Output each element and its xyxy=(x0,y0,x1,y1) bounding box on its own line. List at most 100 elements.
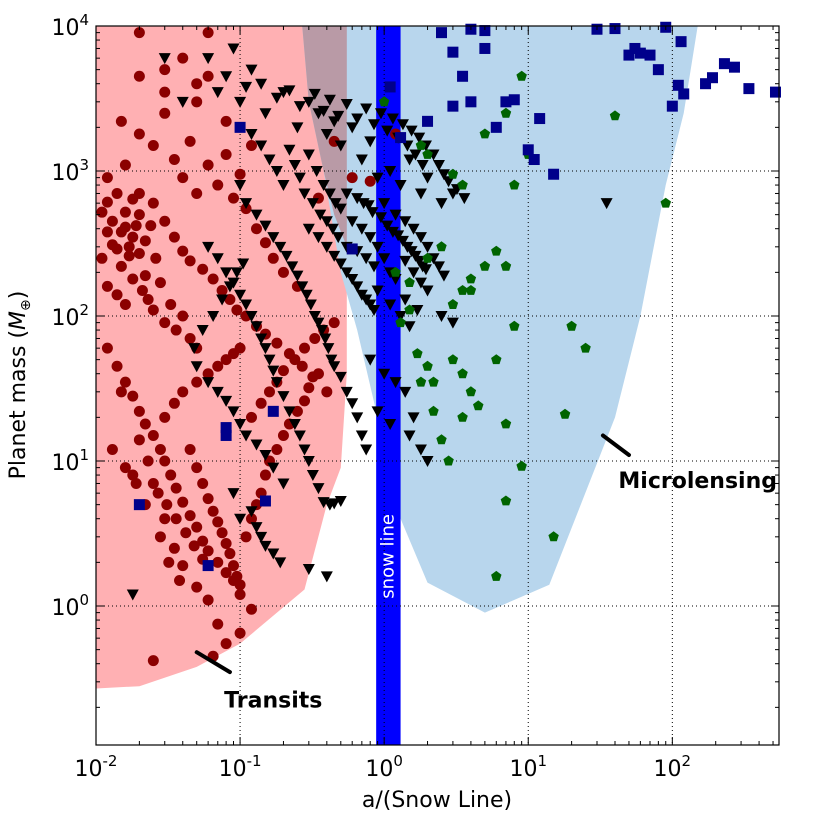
rv-planet-point xyxy=(334,371,347,383)
transit-planet-point xyxy=(177,496,189,508)
transit-planet-point xyxy=(101,226,113,238)
transit-planet-point xyxy=(127,273,139,285)
transit-planet-point xyxy=(227,560,239,572)
transit-planet-point xyxy=(119,221,131,233)
transit-planet-point xyxy=(168,397,180,409)
annotation-label: Transits xyxy=(224,688,322,713)
transit-planet-point xyxy=(227,192,239,204)
transit-planet-point xyxy=(240,531,252,543)
data-points xyxy=(96,21,781,667)
rv-planet-point xyxy=(405,125,418,137)
transit-planet-point xyxy=(123,241,135,253)
y-tick-label: 104 xyxy=(51,11,89,41)
transit-planet-point xyxy=(106,215,118,227)
rv-planet-point xyxy=(317,180,330,192)
transit-planet-point xyxy=(303,382,315,394)
imaging-planet-point xyxy=(652,64,664,76)
x-tick-label: 10-1 xyxy=(219,752,262,782)
axes: 10-2 10-1 100 101 102 100 101 102 103 104 xyxy=(51,11,780,782)
rv-planet-point xyxy=(274,241,287,253)
imaging-planet-point xyxy=(234,121,246,133)
rv-planet-point xyxy=(263,154,276,166)
rv-planet-point xyxy=(374,212,387,224)
rv-planet-point xyxy=(245,64,258,76)
transit-planet-point xyxy=(250,223,262,235)
transit-planet-point xyxy=(101,172,113,184)
transit-planet-point xyxy=(142,455,154,467)
rv-planet-point xyxy=(280,250,293,262)
transit-planet-point xyxy=(111,289,123,301)
transit-planet-point xyxy=(296,360,308,372)
microlensing-planet-point xyxy=(457,285,468,295)
rv-planet-point xyxy=(413,132,426,144)
transit-planet-point xyxy=(197,477,209,489)
imaging-planet-point xyxy=(534,113,546,125)
rv-planet-point xyxy=(355,154,368,166)
rv-planet-point xyxy=(323,188,336,200)
rv-planet-point xyxy=(293,172,306,184)
transit-planet-point xyxy=(220,537,232,549)
transit-planet-point xyxy=(119,206,131,218)
rv-planet-point xyxy=(381,220,394,232)
transit-planet-point xyxy=(207,505,219,517)
transit-planet-point xyxy=(101,342,113,354)
rv-planet-point xyxy=(346,273,359,285)
rv-planet-point xyxy=(442,176,455,188)
transit-planet-point xyxy=(224,293,236,305)
rv-planet-point xyxy=(360,103,373,115)
microlensing-planet-point xyxy=(436,241,447,252)
rv-planet-point xyxy=(277,180,290,192)
transit-planet-point xyxy=(202,368,214,380)
rv-planet-point xyxy=(437,270,450,282)
transit-planet-point xyxy=(212,360,224,372)
rv-planet-point xyxy=(308,311,321,323)
transit-planet-point xyxy=(234,627,246,639)
transit-planet-point xyxy=(168,231,180,243)
transit-planet-point xyxy=(147,429,159,441)
imaging-planet-point xyxy=(528,154,540,166)
rv-planet-point xyxy=(250,439,263,451)
transit-planet-point xyxy=(147,139,159,151)
rv-planet-point xyxy=(396,119,409,131)
rv-planet-point xyxy=(250,321,263,333)
rv-planet-point xyxy=(300,289,313,301)
rv-planet-point xyxy=(230,267,243,279)
rv-planet-point xyxy=(435,311,448,323)
transit-planet-point xyxy=(123,250,135,262)
transit-planet-point xyxy=(106,444,118,456)
transit-planet-point xyxy=(328,317,340,329)
transit-planet-point xyxy=(133,247,145,259)
rv-planet-point xyxy=(367,119,380,131)
imaging-planet-point xyxy=(634,47,646,59)
transit-planet-point xyxy=(161,499,173,511)
rv-planet-point xyxy=(384,418,397,430)
rv-planet-point xyxy=(334,203,347,215)
imaging-planet-point xyxy=(728,61,740,73)
transit-planet-point xyxy=(147,655,159,667)
rv-planet-point xyxy=(386,226,399,238)
transit-planet-point xyxy=(188,540,200,552)
microlensing-planet-point xyxy=(609,110,621,121)
rv-planet-point xyxy=(351,412,364,424)
microlensing-planet-point xyxy=(378,96,390,107)
rv-planet-point xyxy=(267,365,280,377)
transit-planet-point xyxy=(255,397,267,409)
rv-planet-point xyxy=(374,108,387,120)
annotation-label: Microlensing xyxy=(618,469,777,494)
microlensing-planet-point xyxy=(428,376,439,387)
rv-planet-point xyxy=(302,223,315,235)
imaging-planet-point xyxy=(678,88,690,100)
transit-planet-point xyxy=(170,482,182,494)
microlensing-planet-point xyxy=(395,317,406,328)
rv-planet-point xyxy=(267,232,280,244)
rv-planet-point xyxy=(259,108,272,120)
transit-planet-point xyxy=(165,469,177,481)
rv-planet-point xyxy=(302,96,315,108)
rv-planet-point xyxy=(396,235,409,247)
rv-planet-point xyxy=(355,223,368,235)
microlensing-planet-point xyxy=(509,179,520,190)
transit-planet-point xyxy=(101,280,113,292)
transit-planet-point xyxy=(96,252,108,264)
rv-planet-point xyxy=(332,110,345,122)
